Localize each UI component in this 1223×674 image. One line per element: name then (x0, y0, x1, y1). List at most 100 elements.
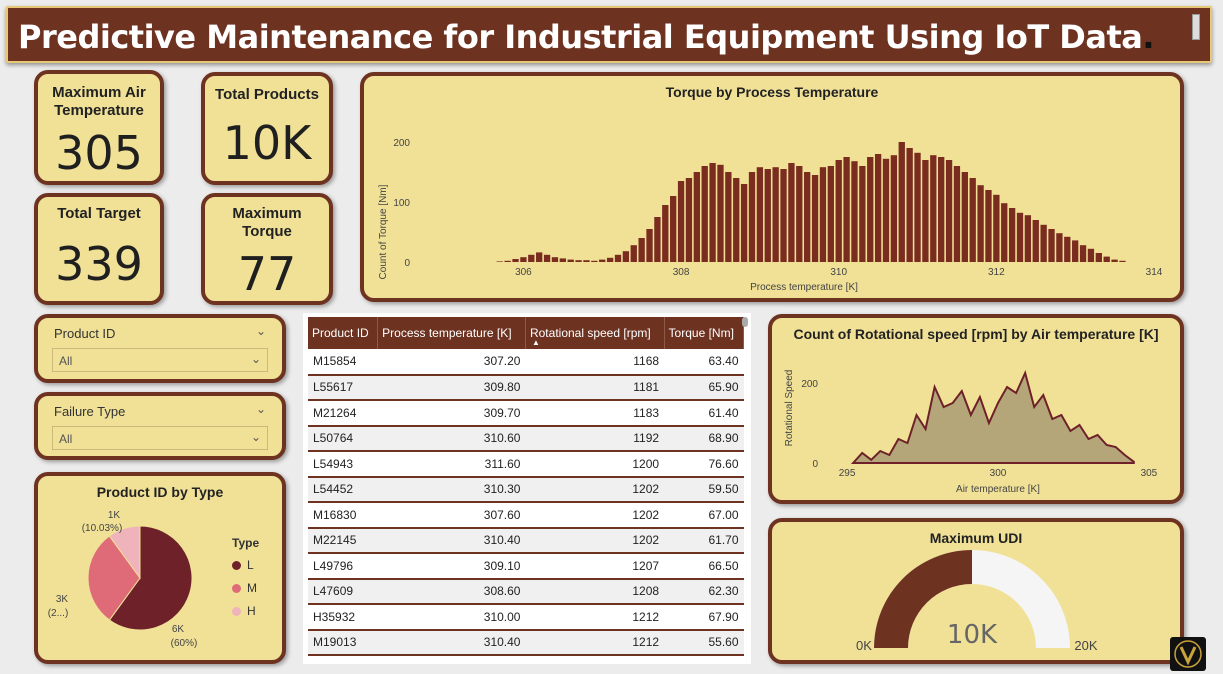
legend-item-h[interactable]: H (232, 604, 256, 618)
table-row[interactable]: L47609 308.60 1208 62.30 (308, 578, 744, 605)
torque-bar[interactable] (512, 259, 519, 262)
torque-bar[interactable] (1111, 259, 1118, 262)
torque-bar[interactable] (1056, 233, 1063, 262)
torque-bar[interactable] (969, 178, 976, 262)
torque-bar[interactable] (1103, 256, 1110, 262)
torque-bar[interactable] (1087, 248, 1095, 262)
torque-bar[interactable] (559, 258, 566, 262)
torque-bar[interactable] (1024, 215, 1032, 262)
torque-bar[interactable] (670, 196, 677, 262)
torque-bar[interactable] (977, 185, 984, 262)
chevron-down-icon[interactable]: ⌄ (255, 324, 266, 338)
torque-bar[interactable] (606, 257, 614, 262)
torque-bar[interactable] (1016, 212, 1024, 262)
torque-bar[interactable] (819, 167, 827, 262)
table-row[interactable]: L55617 309.80 1181 65.90 (308, 374, 744, 401)
legend-item-l[interactable]: L (232, 558, 254, 572)
torque-bar[interactable] (740, 184, 748, 262)
torque-bar[interactable] (630, 245, 637, 262)
torque-bar[interactable] (764, 169, 771, 262)
torque-bar[interactable] (504, 260, 511, 262)
torque-bar[interactable] (1032, 220, 1039, 262)
torque-bar[interactable] (622, 251, 630, 262)
torque-bar[interactable] (591, 260, 598, 262)
torque-bar[interactable] (685, 178, 693, 262)
torque-bar[interactable] (575, 260, 582, 262)
torque-bar[interactable] (827, 166, 834, 262)
torque-bar[interactable] (890, 155, 898, 262)
table-row[interactable]: L54452 310.30 1202 59.50 (308, 476, 744, 503)
torque-bar[interactable] (583, 260, 590, 262)
torque-bar[interactable] (1040, 224, 1047, 262)
torque-bar[interactable] (804, 172, 811, 262)
pie-slice-m[interactable] (87, 535, 141, 621)
title-scrollbar[interactable] (1192, 14, 1200, 40)
chevron-down-icon[interactable]: ⌄ (250, 352, 261, 366)
table-row[interactable]: M22145 310.40 1202 61.70 (308, 527, 744, 554)
torque-bar[interactable] (922, 160, 929, 262)
torque-bar[interactable] (543, 254, 551, 262)
torque-bar[interactable] (780, 169, 787, 262)
torque-bar[interactable] (788, 163, 795, 262)
torque-bar[interactable] (638, 238, 645, 262)
torque-bar[interactable] (906, 148, 913, 262)
torque-bar[interactable] (985, 190, 992, 262)
torque-bar[interactable] (551, 257, 559, 262)
torque-bar[interactable] (654, 217, 661, 262)
torque-bar[interactable] (811, 175, 819, 262)
torque-bar[interactable] (772, 167, 779, 262)
pie-slice-l[interactable] (108, 525, 193, 631)
torque-bar[interactable] (1001, 203, 1008, 262)
rot-area-series[interactable] (850, 370, 1135, 464)
torque-bar[interactable] (1072, 240, 1079, 262)
torque-bar[interactable] (1119, 260, 1126, 262)
torque-bar[interactable] (496, 261, 503, 262)
torque-bar[interactable] (520, 257, 527, 262)
torque-bar[interactable] (930, 155, 937, 262)
torque-bar[interactable] (717, 164, 724, 262)
slicer-product-id[interactable]: Product ID ⌄ All ⌄ (34, 314, 286, 383)
torque-bar[interactable] (874, 154, 882, 262)
torque-bar[interactable] (867, 157, 874, 262)
column-header[interactable]: Product ID (308, 317, 379, 349)
torque-bar[interactable] (1048, 229, 1055, 262)
torque-bar[interactable] (851, 161, 858, 262)
torque-bar[interactable] (914, 152, 921, 262)
table-scrollbar[interactable] (742, 317, 748, 327)
torque-bar[interactable] (1079, 245, 1087, 262)
torque-bar[interactable] (882, 158, 890, 262)
torque-bar[interactable] (796, 166, 803, 262)
torque-bar[interactable] (646, 229, 653, 262)
legend-item-m[interactable]: M (232, 581, 257, 595)
pie-slice-h[interactable] (108, 525, 141, 580)
torque-bar[interactable] (961, 172, 968, 262)
column-header-sorted[interactable]: Rotational speed [rpm] ▲ (525, 317, 665, 349)
column-header[interactable]: Process temperature [K] (377, 317, 526, 349)
torque-bar[interactable] (614, 254, 622, 262)
column-header[interactable]: Torque [Nm] (664, 317, 745, 349)
torque-bar[interactable] (1095, 253, 1102, 262)
torque-bar[interactable] (756, 167, 764, 262)
torque-bar[interactable] (843, 157, 850, 262)
torque-bar[interactable] (898, 142, 905, 262)
torque-bar[interactable] (662, 205, 669, 262)
torque-bar[interactable] (725, 172, 732, 262)
table-row[interactable]: L54943 311.60 1200 76.60 (308, 451, 744, 478)
table-row[interactable]: M21264 309.70 1183 61.40 (308, 400, 744, 427)
torque-bar[interactable] (536, 252, 543, 262)
torque-bar[interactable] (733, 178, 740, 262)
torque-bar[interactable] (953, 166, 961, 262)
chevron-down-icon[interactable]: ⌄ (255, 402, 266, 416)
torque-bar[interactable] (599, 259, 606, 262)
torque-bar[interactable] (693, 172, 700, 262)
table-row[interactable]: L50764 310.60 1192 68.90 (308, 425, 744, 452)
torque-bar[interactable] (1008, 208, 1016, 262)
torque-bar[interactable] (567, 259, 574, 262)
table-row[interactable]: M15854 307.20 1168 63.40 (308, 349, 744, 376)
chevron-down-icon[interactable]: ⌄ (250, 430, 261, 444)
slicer-failure-type[interactable]: Failure Type ⌄ All ⌄ (34, 392, 286, 460)
torque-bar[interactable] (945, 160, 953, 262)
failure-type-dropdown[interactable]: All ⌄ (52, 426, 268, 450)
product-id-dropdown[interactable]: All ⌄ (52, 348, 268, 372)
torque-bar[interactable] (835, 160, 842, 262)
